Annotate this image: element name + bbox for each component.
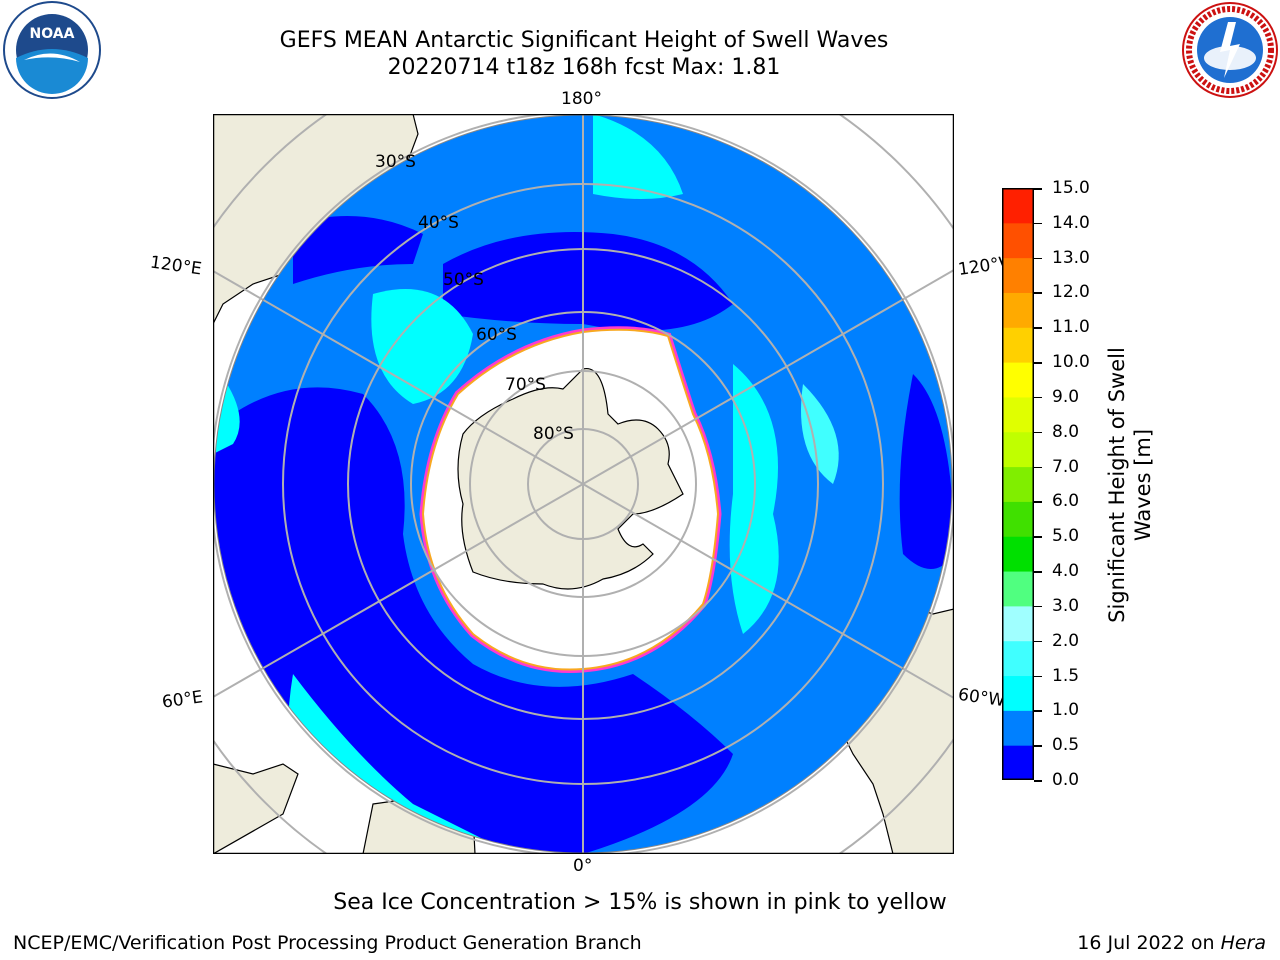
lon-label-60w: 60°W: [956, 684, 1007, 712]
footer-date: 16 Jul 2022 on Hera: [1077, 932, 1266, 954]
colorbar-segment: [1002, 605, 1034, 642]
colorbar-tick-mark: [1034, 745, 1042, 747]
colorbar-segment: [1002, 501, 1034, 537]
colorbar-tick-mark: [1034, 292, 1042, 294]
colorbar-tick-mark: [1034, 396, 1042, 399]
svg-text:NOAA: NOAA: [30, 26, 75, 42]
lat-label-50s: 50°S: [443, 270, 484, 290]
colorbar-tick-label: 3.0: [1052, 595, 1080, 616]
colorbar-tick-mark: [1034, 466, 1042, 469]
colorbar-segment: [1002, 466, 1034, 502]
colorbar-segment: [1002, 257, 1034, 293]
colorbar-segment: [1002, 571, 1034, 607]
colorbar-tick-mark: [1034, 675, 1042, 678]
colorbar-tick-label: 1.0: [1052, 700, 1080, 721]
colorbar-tick-label: 0.5: [1052, 735, 1080, 756]
colorbar-segment: [1002, 710, 1034, 746]
colorbar-tick-mark: [1034, 640, 1042, 643]
colorbar-tick-label: 7.0: [1052, 456, 1080, 477]
colorbar-tick-mark: [1034, 536, 1042, 538]
swell-region: [293, 216, 423, 284]
lat-label-60s: 60°S: [476, 325, 517, 345]
colorbar-tick-mark: [1034, 257, 1042, 260]
colorbar-tick-mark: [1034, 571, 1042, 573]
colorbar-tick-label: 12.0: [1052, 282, 1090, 303]
swell-region: [801, 384, 839, 484]
swell-region: [371, 289, 473, 404]
footer-date-text: 16 Jul 2022 on: [1077, 932, 1221, 954]
colorbar-segment: [1002, 536, 1034, 572]
lon-label-0: 0°: [573, 856, 593, 876]
colorbar: [1002, 188, 1034, 780]
colorbar-segment: [1002, 222, 1034, 259]
south-polar-map: [212, 113, 955, 855]
colorbar-tick-mark: [1034, 501, 1042, 503]
colorbar-tick-mark: [1034, 710, 1042, 712]
colorbar-segment: [1002, 327, 1034, 363]
colorbar-tick-mark: [1034, 188, 1042, 190]
colorbar-tick-mark: [1034, 362, 1042, 364]
colorbar-segment: [1002, 396, 1034, 433]
colorbar-tick-label: 9.0: [1052, 386, 1080, 407]
colorbar-tick-label: 1.5: [1052, 665, 1080, 686]
colorbar-tick-label: 2.0: [1052, 630, 1080, 651]
colorbar-tick-mark: [1034, 431, 1042, 434]
chart-subtitle: 20220714 t18z 168h fcst Max: 1.81: [387, 55, 781, 80]
lat-label-40s: 40°S: [418, 213, 459, 233]
lon-label-180: 180°: [561, 89, 602, 109]
swell-region: [443, 232, 733, 331]
lat-label-30s: 30°S: [375, 152, 416, 172]
graticule: [213, 114, 954, 854]
colorbar-segment: [1002, 745, 1034, 780]
colorbar-segment: [1002, 675, 1034, 711]
colorbar-tick-mark: [1034, 222, 1042, 225]
lat-label-80s: 80°S: [533, 424, 574, 444]
colorbar-segment: [1002, 362, 1034, 398]
swell-region: [899, 374, 952, 569]
chart-title: GEFS MEAN Antarctic Significant Height o…: [279, 28, 889, 53]
swell-region: [593, 115, 683, 199]
lon-label-120e: 120°E: [148, 252, 203, 280]
colorbar-tick-label: 8.0: [1052, 421, 1080, 442]
colorbar-tick-mark: [1034, 780, 1042, 782]
colorbar-tick-label: 0.0: [1052, 770, 1080, 790]
colorbar-tick-label: 6.0: [1052, 491, 1080, 512]
colorbar-tick-label: 15.0: [1052, 178, 1090, 198]
lat-label-70s: 70°S: [505, 375, 546, 395]
colorbar-tick-label: 10.0: [1052, 352, 1090, 373]
lon-label-60e: 60°E: [160, 687, 205, 713]
colorbar-tick-mark: [1034, 605, 1042, 608]
colorbar-segment: [1002, 188, 1034, 224]
colorbar-tick-label: 13.0: [1052, 247, 1090, 268]
colorbar-tick-mark: [1034, 327, 1042, 329]
noaa-logo-icon: NOAA: [2, 0, 102, 100]
nws-logo-icon: [1180, 0, 1280, 100]
colorbar-label: Significant Height of Swell Waves [m]: [1105, 347, 1155, 623]
colorbar-segment: [1002, 431, 1034, 468]
footer-host: Hera: [1220, 932, 1266, 954]
footer-credit: NCEP/EMC/Verification Post Processing Pr…: [13, 932, 642, 954]
colorbar-tick-label: 5.0: [1052, 526, 1080, 547]
colorbar-tick-label: 11.0: [1052, 317, 1090, 338]
sea-ice-caption: Sea Ice Concentration > 15% is shown in …: [333, 890, 947, 915]
colorbar-tick-label: 4.0: [1052, 561, 1080, 582]
colorbar-tick-label: 14.0: [1052, 212, 1090, 233]
colorbar-segment: [1002, 292, 1034, 328]
colorbar-segment: [1002, 640, 1034, 677]
land-antarctica: [457, 367, 684, 590]
land-africa: [213, 763, 299, 854]
